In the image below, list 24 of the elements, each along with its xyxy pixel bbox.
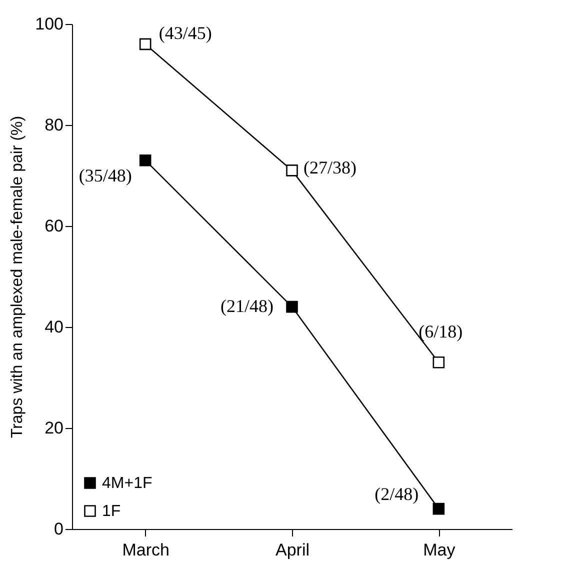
- y-tick-label: 100: [35, 14, 64, 34]
- x-tick-label: May: [423, 540, 456, 560]
- y-axis-title: Traps with an amplexed male-female pair (%): [9, 116, 26, 438]
- annotation: (35/48): [78, 165, 132, 186]
- point: [286, 300, 298, 313]
- legend-label: 1F: [102, 503, 121, 520]
- annotation: (2/48): [374, 484, 419, 504]
- point: [432, 356, 445, 368]
- annotation: (21/48): [220, 296, 274, 316]
- annotation: (27/38): [304, 157, 356, 178]
- point: [286, 164, 298, 176]
- point: [139, 38, 152, 50]
- y-tick-label: 80: [44, 116, 64, 134]
- y-tick-label: 0: [54, 520, 64, 538]
- point: [432, 502, 445, 515]
- y-tick-label: 20: [44, 418, 64, 438]
- y-tick-label: 60: [44, 216, 64, 236]
- x-tick-label: March: [122, 540, 170, 560]
- legend-label: 4M+1F: [102, 475, 152, 492]
- y-tick-label: 40: [44, 318, 64, 336]
- x-tick-label: April: [275, 540, 310, 560]
- annotation: (43/45): [158, 23, 212, 44]
- point: [139, 154, 152, 166]
- annotation: (6/18): [418, 321, 463, 342]
